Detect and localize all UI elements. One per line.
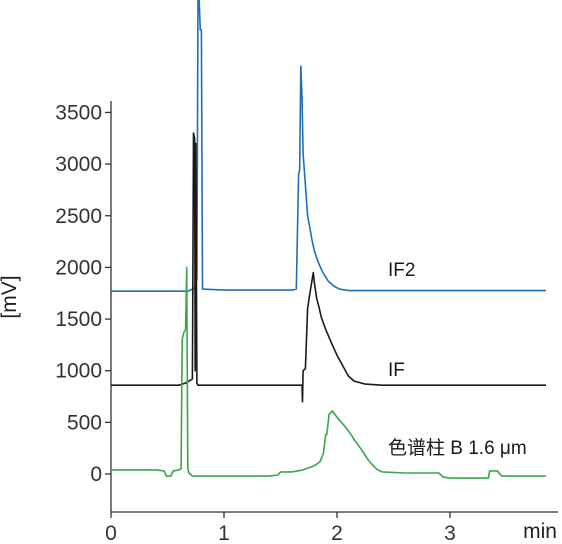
series-layer bbox=[111, 0, 546, 479]
y-tick-label: 0 bbox=[90, 463, 102, 486]
y-tick-label: 500 bbox=[67, 411, 102, 434]
y-axis-title: [mV] bbox=[0, 275, 21, 318]
x-tick-label: 1 bbox=[218, 522, 230, 544]
y-ticks: 0 500 1000 1500 2000 2500 3000 3500 bbox=[55, 101, 111, 486]
series-label-if2: IF2 bbox=[388, 260, 415, 281]
series-label-if: IF bbox=[388, 360, 405, 381]
x-ticks: 0 1 2 3 bbox=[105, 512, 456, 544]
y-tick-label: 1000 bbox=[55, 360, 102, 383]
x-axis-title: min bbox=[523, 520, 557, 543]
series-labels: IF2 IF 色谱柱 B 1.6 μm bbox=[388, 260, 527, 459]
y-tick-label: 2500 bbox=[55, 205, 102, 228]
axes bbox=[110, 101, 558, 513]
series-line-if2 bbox=[111, 0, 546, 292]
y-tick-label: 1500 bbox=[55, 308, 102, 331]
series-label-column-b: 色谱柱 B 1.6 μm bbox=[388, 437, 527, 459]
x-tick-label: 3 bbox=[444, 522, 456, 544]
x-tick-label: 2 bbox=[331, 522, 343, 544]
x-tick-label: 0 bbox=[105, 522, 117, 544]
y-tick-label: 3500 bbox=[55, 101, 102, 124]
series-line-column-b bbox=[111, 266, 546, 479]
y-tick-label: 2000 bbox=[55, 256, 102, 279]
series-line-if bbox=[111, 132, 546, 403]
y-tick-label: 3000 bbox=[55, 153, 102, 176]
